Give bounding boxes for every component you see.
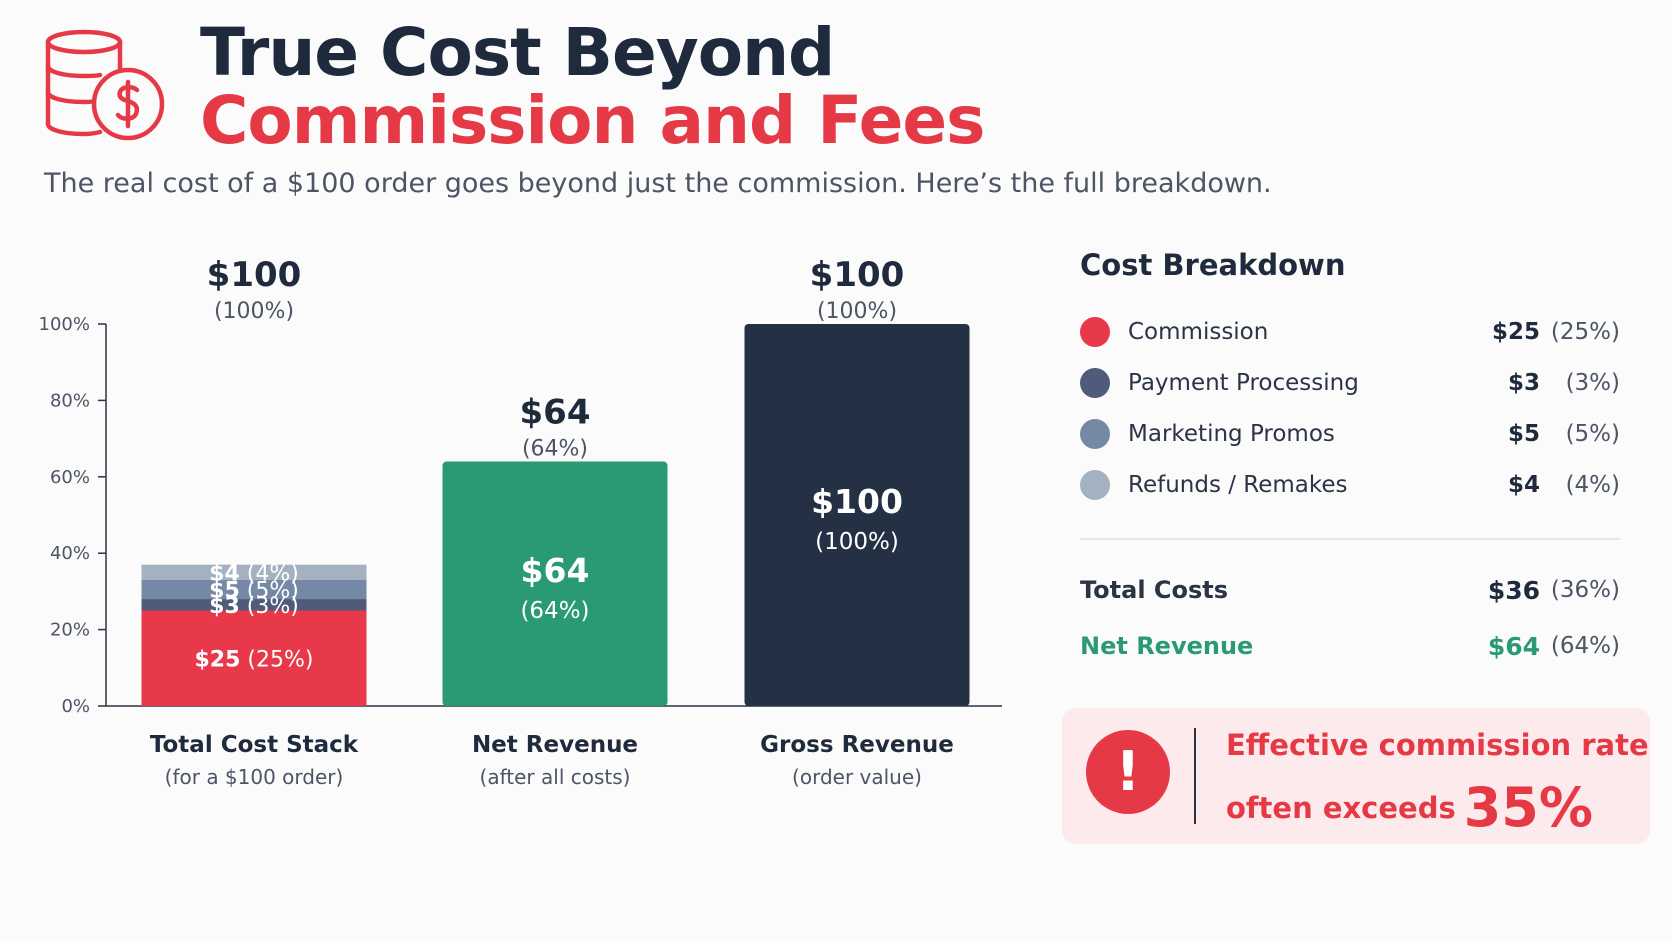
y-tick-label: 20% — [50, 620, 90, 641]
category-label: Total Cost Stack — [150, 732, 359, 758]
category-label: Gross Revenue — [760, 732, 954, 758]
breakdown-value: $4 — [1507, 471, 1540, 498]
callout-divider — [1194, 728, 1196, 824]
segment-label-payment-processing: $3 (3%) — [209, 594, 299, 619]
commission-dot — [1080, 316, 1110, 347]
page-subtitle: The real cost of a $100 order goes beyon… — [44, 168, 1272, 199]
bar-segment-marketing-promos — [141, 579, 367, 600]
net-revenue-pct: (64%) — [1550, 633, 1620, 659]
page-title-line1: True Cost Beyond — [200, 14, 835, 91]
callout-big-number: 35% — [1463, 776, 1593, 839]
total-costs-pct: (36%) — [1550, 577, 1620, 603]
breakdown-row-marketing-promos: Marketing Promos $5 (5%) — [1080, 408, 1620, 459]
breakdown-label: Refunds / Remakes — [1128, 471, 1348, 498]
segment-label-refunds-remakes: $4 (4%) — [209, 561, 299, 586]
bar-top-value: $100 — [207, 255, 302, 295]
callout-text-line1: Effective commission rate — [1226, 728, 1649, 762]
marketing-promos-dot — [1080, 418, 1110, 449]
breakdown-row-refunds-remakes: Refunds / Remakes $4 (4%) — [1080, 459, 1620, 510]
bar-top-value: $100 — [810, 255, 905, 295]
y-tick-label: 40% — [50, 543, 90, 564]
net-revenue-value: $64 — [1487, 631, 1540, 661]
breakdown-heading: Cost Breakdown — [1080, 248, 1346, 282]
bar-segment-payment-processing — [141, 599, 367, 611]
bar-top-pct: (64%) — [522, 437, 588, 462]
bar-inner-pct: (64%) — [520, 598, 589, 624]
coins-dollar-icon — [45, 29, 165, 141]
breakdown-value: $25 — [1491, 318, 1540, 345]
breakdown-divider — [1080, 538, 1620, 540]
category-sublabel: (after all costs) — [480, 765, 631, 789]
breakdown-total-row: Total Costs $36 (36%) — [1080, 562, 1620, 618]
callout-text-line2: often exceeds 35% — [1226, 776, 1593, 839]
y-tick-label: 0% — [61, 696, 90, 717]
breakdown-value: $3 — [1507, 369, 1540, 396]
commission-callout: ! Effective commission rate often exceed… — [1062, 708, 1650, 844]
payment-processing-dot — [1080, 367, 1110, 398]
cost-chart: 0% 20% 40% 60% 80% 100% $64 (64%) $100 (100%) $25 … — [39, 255, 1002, 789]
category-label: Net Revenue — [472, 732, 638, 758]
exclamation-icon: ! — [1086, 730, 1170, 814]
total-costs-label: Total Costs — [1080, 576, 1229, 604]
bar-inner-value: $64 — [521, 551, 590, 590]
breakdown-pct: (5%) — [1565, 420, 1620, 447]
bar-top-pct: (100%) — [817, 299, 897, 324]
breakdown-pct: (3%) — [1565, 369, 1620, 396]
bar-net-revenue — [442, 461, 668, 706]
page-title-line2: Commission and Fees — [200, 82, 985, 159]
segment-label-marketing-promos: $5 (5%) — [209, 578, 299, 603]
breakdown-row-payment-processing: Payment Processing $3 (3%) — [1080, 357, 1620, 408]
segment-label-commission: $25 (25%) — [195, 647, 314, 672]
total-costs-value: $36 — [1487, 575, 1540, 605]
category-sublabel: (order value) — [792, 765, 922, 789]
cost-breakdown-panel: Cost Breakdown Commission $25 (25%) Paym… — [1080, 248, 1620, 674]
callout-text: often exceeds — [1226, 791, 1456, 825]
bar-top-pct: (100%) — [214, 299, 294, 324]
breakdown-row-commission: Commission $25 (25%) — [1080, 306, 1620, 357]
breakdown-net-row: Net Revenue $64 (64%) — [1080, 618, 1620, 674]
bar-inner-value: $100 — [811, 482, 903, 521]
breakdown-label: Commission — [1128, 318, 1269, 345]
y-tick-label: 80% — [50, 390, 90, 411]
bar-gross-revenue — [744, 324, 970, 706]
bar-top-value: $64 — [520, 393, 591, 433]
category-sublabel: (for a $100 order) — [165, 765, 344, 789]
bar-segment-refunds-remakes — [141, 564, 367, 580]
breakdown-label: Payment Processing — [1128, 369, 1359, 396]
refunds-remakes-dot — [1080, 469, 1110, 500]
breakdown-label: Marketing Promos — [1128, 420, 1335, 447]
breakdown-pct: (4%) — [1565, 471, 1620, 498]
bar-inner-pct: (100%) — [815, 529, 899, 555]
breakdown-value: $5 — [1507, 420, 1540, 447]
bar-segment-commission — [141, 610, 367, 706]
net-revenue-label: Net Revenue — [1080, 632, 1254, 660]
y-tick-label: 100% — [39, 314, 90, 335]
breakdown-pct: (25%) — [1550, 318, 1620, 345]
y-tick-label: 60% — [50, 467, 90, 488]
